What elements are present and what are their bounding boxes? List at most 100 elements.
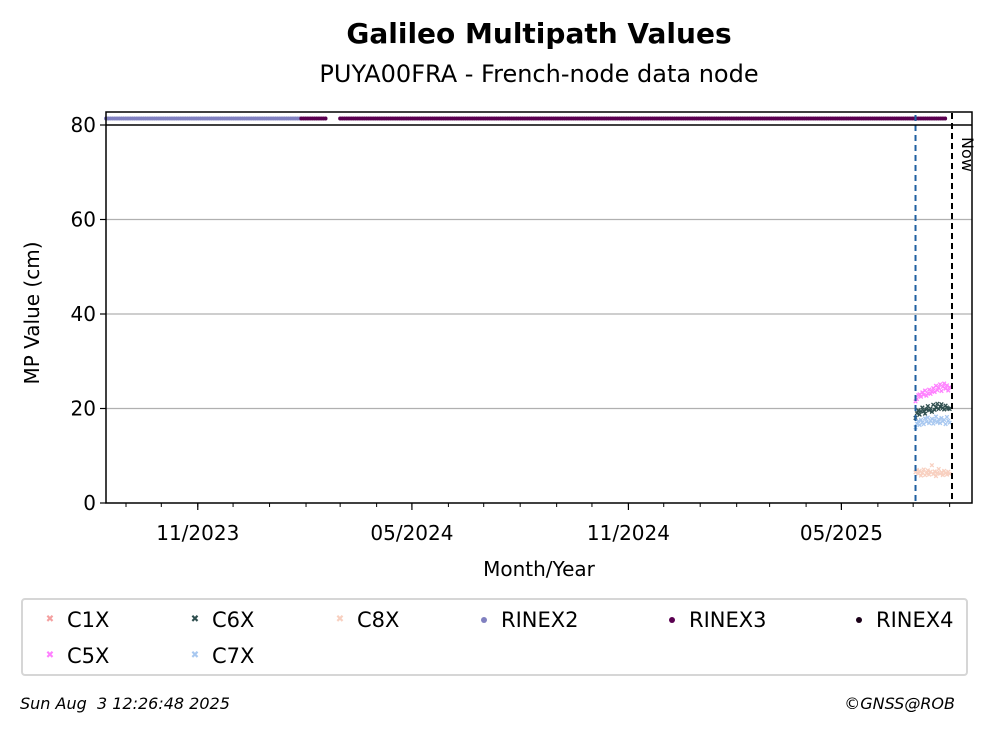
data-point-stroke — [925, 403, 931, 409]
data-point-stroke — [939, 388, 944, 394]
data-point-C5X — [939, 388, 944, 394]
legend-item-c8x: ✖ C8X — [329, 608, 400, 632]
data-point-stroke — [933, 414, 939, 419]
chart-title: Galileo Multipath Values — [346, 17, 731, 50]
data-point-stroke — [947, 384, 952, 390]
data-point-C8X — [924, 470, 929, 476]
plot-area-frame — [105, 111, 973, 504]
rinex-band-point — [943, 116, 948, 121]
legend-label: RINEX2 — [501, 608, 579, 632]
x-axis-title: Month/Year — [483, 557, 596, 581]
data-point-C6X — [936, 406, 941, 412]
legend-item-c7x: ✖ C7X — [184, 644, 255, 668]
data-point-stroke — [921, 392, 926, 398]
data-point-stroke — [915, 471, 921, 476]
data-point-stroke — [931, 471, 936, 477]
data-point-stroke — [947, 471, 952, 476]
data-point-stroke — [917, 412, 922, 417]
data-point-stroke — [936, 385, 941, 390]
data-point-C6X — [939, 401, 944, 407]
data-point-stroke — [935, 470, 940, 476]
legend-item-c5x: ✖ C5X — [39, 644, 110, 668]
data-point-C8X — [913, 470, 918, 475]
legend-label: RINEX3 — [689, 608, 767, 632]
data-point-stroke — [935, 419, 940, 425]
data-point-stroke — [924, 470, 929, 476]
data-point-stroke — [917, 468, 922, 474]
data-point-C5X — [946, 388, 951, 393]
legend-label: C7X — [212, 644, 255, 668]
data-point-C7X — [929, 416, 935, 422]
data-point-C8X — [944, 472, 950, 477]
data-point-stroke — [920, 405, 925, 410]
data-point-stroke — [925, 415, 931, 420]
data-point-stroke — [947, 420, 952, 425]
data-point-C7X — [925, 415, 931, 420]
data-point-stroke — [926, 387, 932, 392]
legend-dot — [856, 617, 862, 623]
data-point-C7X — [944, 414, 950, 420]
data-point-stroke — [933, 404, 939, 410]
data-point-stroke — [939, 470, 944, 475]
data-point-C6X — [914, 410, 920, 416]
data-point-stroke — [929, 416, 935, 422]
data-point-C6X — [947, 406, 952, 412]
data-point-stroke — [931, 421, 936, 426]
data-point-stroke — [915, 408, 921, 413]
series-layer — [913, 381, 952, 479]
legend-marker: ✖ — [190, 614, 200, 625]
data-point-stroke — [920, 470, 925, 476]
x-axis-ticks: 11/2023 05/2024 11/2024 05/2025 — [125, 503, 951, 545]
y-tick-label: 40 — [71, 302, 96, 326]
data-point-C8X — [947, 471, 952, 476]
data-point-stroke — [941, 381, 947, 386]
data-point-stroke — [925, 468, 931, 473]
data-point-C5X — [913, 399, 918, 404]
data-point-C7X — [943, 421, 948, 427]
data-point-C7X — [936, 417, 941, 422]
legend-marker — [473, 617, 495, 623]
data-point-C8X — [941, 468, 947, 474]
chart-figure: Galileo Multipath Values PUYA00FRA - Fre… — [20, 17, 977, 581]
legend-marker: ✖ — [45, 650, 55, 661]
data-point-C6X — [917, 412, 922, 417]
gridlines — [106, 218, 972, 410]
data-point-C5X — [928, 391, 933, 397]
data-point-stroke — [935, 387, 940, 393]
legend-marker: ✖ — [190, 650, 200, 661]
data-point-stroke — [932, 407, 937, 413]
data-point-C5X — [921, 392, 926, 398]
footer-copyright: ©GNSS@ROB — [844, 694, 955, 713]
data-point-C6X — [928, 406, 933, 411]
data-point-C8X — [936, 466, 941, 472]
data-point-stroke — [939, 401, 944, 407]
data-point-stroke — [931, 402, 936, 407]
data-point-C8X — [925, 468, 931, 473]
data-point-stroke — [913, 470, 918, 475]
data-point-C7X — [926, 420, 932, 426]
data-point-stroke — [918, 417, 924, 423]
data-point-C7X — [924, 419, 929, 424]
data-point-stroke — [946, 388, 951, 393]
data-point-stroke — [947, 406, 952, 412]
data-point-stroke — [926, 420, 932, 426]
y-tick-label: 80 — [71, 113, 96, 137]
data-point-C7X — [931, 421, 936, 426]
legend-item-c1x: ✖ C1X — [39, 608, 110, 632]
data-point-C6X — [924, 407, 929, 412]
y-tick-label: 20 — [71, 397, 96, 421]
data-point-C5X — [924, 393, 929, 399]
data-point-stroke — [913, 399, 918, 404]
data-point-stroke — [936, 466, 941, 472]
legend-item-rinex3: RINEX3 — [661, 608, 767, 632]
data-point-C8X — [935, 470, 940, 476]
data-point-stroke — [936, 406, 941, 412]
data-point-stroke — [943, 421, 948, 427]
data-point-stroke — [926, 472, 932, 477]
data-point-stroke — [933, 473, 939, 479]
x-tick-label: 11/2024 — [587, 521, 670, 545]
data-point-C8X — [932, 469, 937, 474]
data-point-C7X — [918, 417, 924, 423]
data-point-stroke — [915, 418, 921, 424]
data-point-stroke — [944, 472, 950, 477]
